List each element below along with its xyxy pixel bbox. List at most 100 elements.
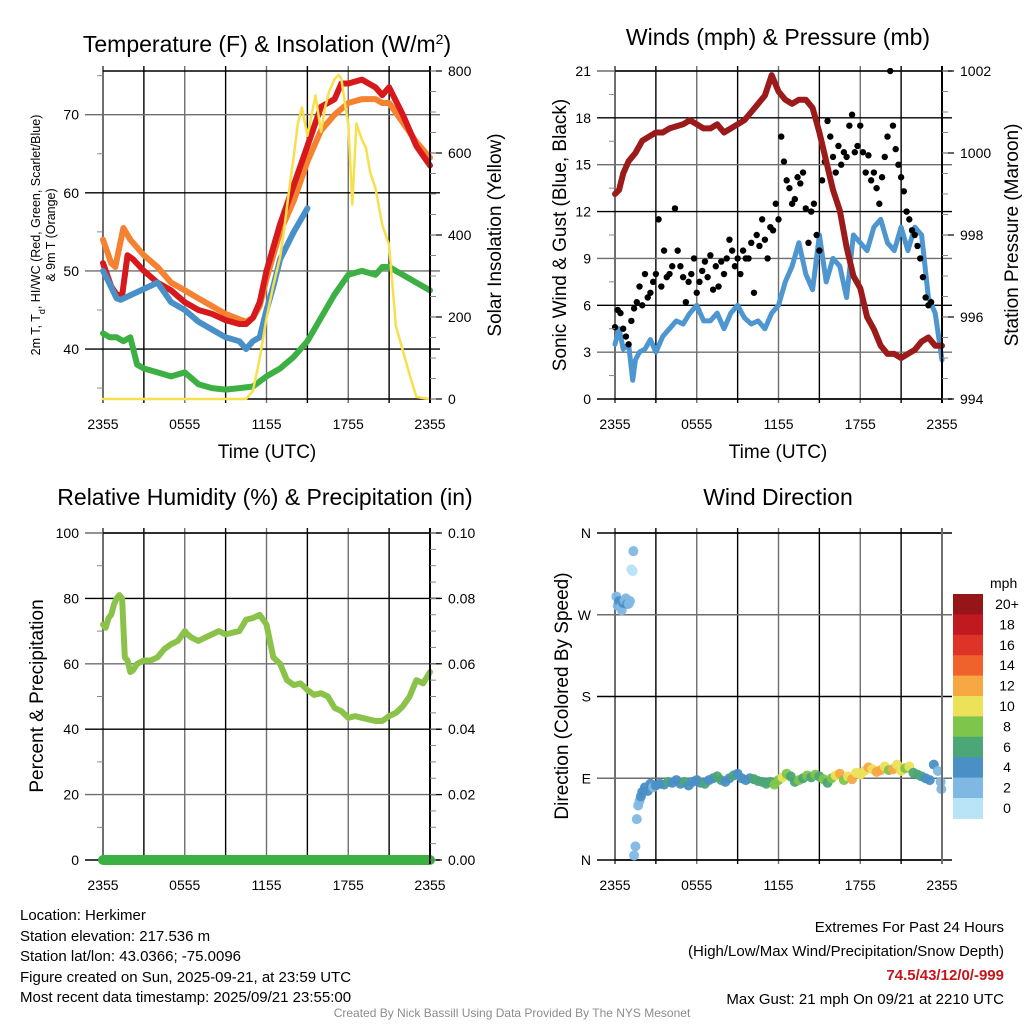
wind-direction-point: [627, 566, 638, 577]
temperature-x-label: Time (UTC): [218, 442, 317, 463]
gust-point: [731, 263, 739, 270]
gust-point: [693, 289, 700, 296]
gust-point: [748, 239, 755, 247]
gust-point: [854, 142, 861, 150]
y-tick-label: 50: [63, 263, 79, 279]
humidity-chart-title: Relative Humidity (%) & Precipitation (i…: [57, 484, 472, 510]
x-tick-label: 2355: [414, 877, 445, 893]
gust-point: [816, 247, 823, 254]
gust-point: [802, 205, 809, 212]
gust-point: [832, 169, 839, 176]
y-tick-label: 15: [575, 157, 591, 173]
colorbar-label: 2: [1003, 780, 1011, 796]
gust-point: [737, 270, 744, 278]
recent-data-timestamp: Most recent data timestamp: 2025/09/21 2…: [20, 989, 352, 1006]
humidity-axes: 2355 0555 1155 1755 2355 0 20 40 60 80 100 0.00 0.02…: [56, 525, 476, 893]
gust-point: [818, 177, 826, 184]
gust-point: [652, 270, 660, 278]
x-tick-label: 1755: [845, 416, 876, 432]
y-tick-label: 100: [56, 525, 80, 541]
gust-point: [919, 273, 927, 281]
wind-direction-y-label: Direction (Colored By Speed): [552, 572, 573, 819]
colorbar-swatch: [953, 594, 983, 615]
y-tick-label: 12: [575, 204, 591, 220]
y2-tick-label: 400: [448, 227, 472, 243]
temperature-y-label-subscript: d: [37, 309, 47, 314]
gust-point: [699, 267, 706, 275]
gust-point: [619, 325, 627, 332]
y-tick-label: 0: [583, 391, 591, 407]
y2-tick-label: 994: [960, 391, 984, 407]
gust-point: [696, 278, 703, 286]
y-tick-label: 9: [583, 250, 591, 266]
y-tick-label: 3: [583, 344, 591, 360]
x-tick-label: 2355: [599, 877, 630, 893]
y2-tick-label: 0: [448, 391, 456, 407]
temperature-y-label-line1: 2m T, Td, HI/WC (Red, Green, Scarlet/Blu…: [29, 115, 47, 356]
gust-point: [630, 305, 638, 312]
x-tick-label: 2355: [926, 877, 957, 893]
gust-point: [799, 169, 807, 176]
x-tick-label: 1755: [845, 877, 876, 893]
colorbar-label: 16: [999, 637, 1015, 653]
gust-point: [780, 158, 788, 165]
gust-point: [917, 255, 924, 262]
gust-point: [887, 68, 894, 75]
y2-tick-label: 996: [960, 309, 984, 325]
temperature-series: [100, 73, 433, 401]
gust-point: [791, 195, 799, 203]
temperature-y2-label: Solar Insolation (Yellow): [485, 133, 506, 336]
gust-point: [851, 149, 858, 156]
y-tick-label: 40: [63, 341, 79, 357]
gust-point: [688, 270, 695, 278]
gust-point: [897, 174, 905, 181]
colorbar-swatch: [953, 716, 983, 738]
x-tick-label: 1155: [251, 877, 281, 893]
colorbar-swatch: [953, 675, 983, 697]
gust-point: [764, 255, 771, 262]
temperature-title-main: Temperature (F) & Insolation (W/m: [83, 31, 436, 57]
gust-point: [797, 180, 804, 187]
winds-chart: Winds (mph) & Pressure (mb) 2355 0555 1155…: [550, 0, 1023, 463]
temperature-chart: Temperature (F) & Insolation (W/m2) 2355…: [29, 31, 506, 463]
temperature-axes: 2355 0555 1155 1755 2355 40 50 60 70 0 200 400 600 80…: [63, 63, 471, 432]
station-location: Location: Herkimer: [20, 907, 146, 924]
series-line-station-pressure: [612, 72, 945, 361]
y-tick-label: 18: [575, 110, 591, 126]
series-line-solar-insolation: [101, 73, 432, 401]
y2-tick-label: 1002: [960, 63, 991, 79]
wind-direction-chart: Wind Direction 2355 0555 1155 1755 2355 N E S W N…: [552, 484, 1019, 893]
gust-point: [865, 152, 872, 159]
y-tick-label: 21: [575, 63, 591, 79]
colorbar-swatch: [953, 777, 983, 799]
gust-point: [715, 283, 722, 290]
y-tick-label: S: [582, 689, 591, 705]
colorbar-swatch: [953, 655, 983, 677]
gust-point: [671, 205, 679, 212]
gust-point: [881, 153, 888, 161]
gust-point: [788, 200, 796, 207]
wind-direction-point: [624, 596, 635, 607]
temperature-title-superscript: 2: [436, 31, 444, 47]
speed-colorbar: 20+ 18 16 14 12 10 8 6 4 2 0: [953, 594, 1019, 819]
gust-point: [644, 294, 651, 301]
gust-point: [739, 247, 747, 254]
gust-point: [783, 177, 790, 184]
series-line-relative-humidity: [100, 592, 433, 724]
wind-direction-point: [630, 841, 641, 852]
gust-point: [939, 0, 945, 3]
wind-direction-axes: 2355 0555 1155 1755 2355 N E S W N: [578, 525, 958, 893]
humidity-y-label: Percent & Precipitation: [27, 599, 48, 792]
figure-created: Figure created on Sun, 2025-09-21, at 23…: [20, 968, 352, 986]
gust-point: [889, 122, 897, 129]
winds-y-label: Sonic Wind & Gust (Blue, Black): [550, 99, 571, 371]
gust-point: [914, 242, 921, 250]
colorbar-swatch: [953, 614, 983, 636]
gust-point: [639, 302, 646, 309]
y-tick-label: E: [582, 770, 591, 786]
y2-tick-label: 600: [448, 145, 472, 161]
gust-point: [761, 236, 769, 243]
gust-point: [829, 153, 837, 161]
gust-point: [617, 309, 624, 317]
gust-point: [679, 273, 687, 281]
